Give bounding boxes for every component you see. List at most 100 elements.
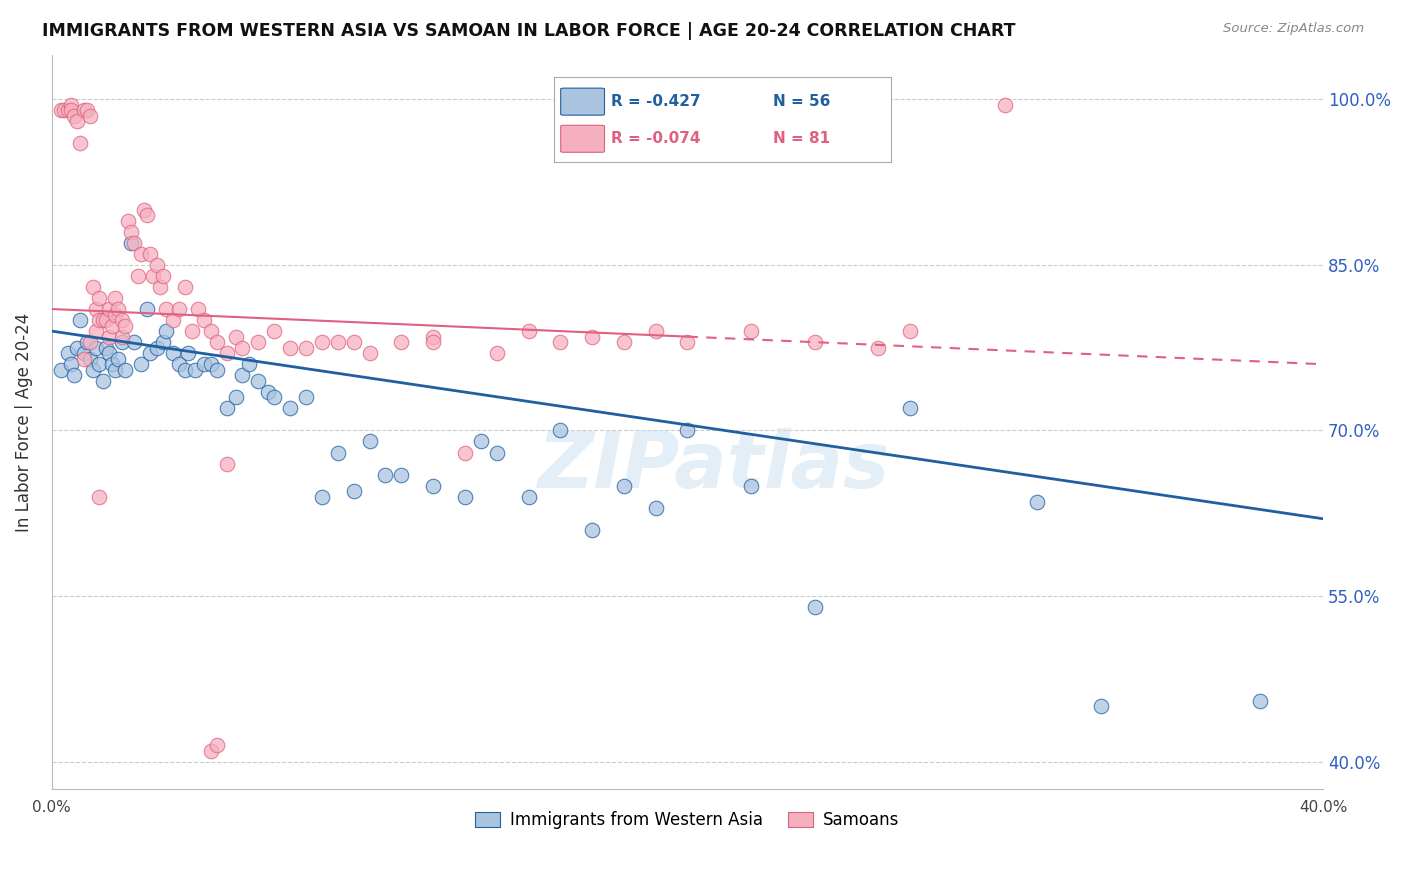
Point [124,235,146,250]
Point [174,280,197,294]
Point [581,329,603,343]
Point [613,478,636,492]
Point [193,357,215,371]
Point [389,335,412,350]
Point [56,103,79,118]
Point [72,346,94,360]
Point [167,301,190,316]
Point [359,346,381,360]
Point [132,202,155,217]
Point [89,357,111,371]
Point [263,324,285,338]
Point [89,291,111,305]
Point [517,324,540,338]
Point [107,351,129,366]
Point [120,235,142,250]
Point [94,341,117,355]
Point [84,341,107,355]
Point [231,341,253,355]
Point [470,434,492,449]
Point [193,313,215,327]
Point [69,313,91,327]
Point [155,324,177,338]
Legend: Immigrants from Western Asia, Samoans: Immigrants from Western Asia, Samoans [468,805,907,836]
Point [263,390,285,404]
Point [79,351,101,366]
Point [613,335,636,350]
Point [136,301,159,316]
Point [59,98,82,112]
Point [1249,694,1271,708]
Point [278,341,301,355]
Point [215,457,238,471]
Point [82,280,104,294]
Point [155,301,177,316]
Point [104,291,127,305]
Point [550,335,572,350]
Point [120,225,142,239]
Point [51,363,73,377]
Point [422,335,444,350]
Point [104,308,127,322]
Point [97,346,120,360]
Point [97,301,120,316]
Point [111,329,134,343]
Text: ZIPatlas: ZIPatlas [537,428,889,504]
Point [200,357,222,371]
Point [72,351,94,366]
Point [101,318,124,333]
Point [343,484,366,499]
Point [114,318,136,333]
Point [114,363,136,377]
Point [247,335,270,350]
Point [898,324,921,338]
Point [1090,699,1112,714]
Text: Source: ZipAtlas.com: Source: ZipAtlas.com [1223,22,1364,36]
Point [215,346,238,360]
Point [359,434,381,449]
Point [149,280,172,294]
Point [89,490,111,504]
Point [454,445,477,459]
Point [517,490,540,504]
Point [66,341,89,355]
Point [89,313,111,327]
Point [215,401,238,416]
Point [238,357,260,371]
Point [205,363,228,377]
Y-axis label: In Labor Force | Age 20-24: In Labor Force | Age 20-24 [15,312,32,532]
Point [152,335,174,350]
Point [247,374,270,388]
Point [200,743,222,757]
Point [124,335,146,350]
Point [162,313,184,327]
Point [94,313,117,327]
Point [84,324,107,338]
Point [550,424,572,438]
Point [79,109,101,123]
Point [581,523,603,537]
Point [79,335,101,350]
Point [740,478,762,492]
Point [898,401,921,416]
Point [56,346,79,360]
Point [145,341,167,355]
Point [129,357,152,371]
Point [205,738,228,752]
Point [374,467,396,482]
Point [454,490,477,504]
Point [326,445,349,459]
Point [868,341,890,355]
Point [295,390,318,404]
Point [187,301,209,316]
Point [180,324,202,338]
Point [82,363,104,377]
Point [326,335,349,350]
Point [740,324,762,338]
Point [257,384,280,399]
Point [676,335,699,350]
Point [225,329,247,343]
Point [177,346,200,360]
Point [66,114,89,128]
Point [139,346,162,360]
